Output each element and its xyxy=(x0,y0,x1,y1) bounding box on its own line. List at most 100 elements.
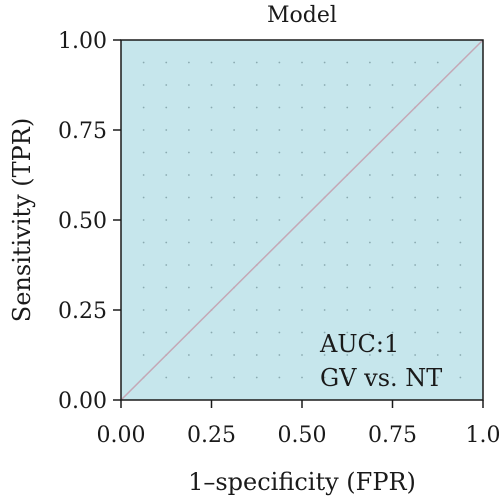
grid-dot xyxy=(142,354,145,356)
grid-dot xyxy=(233,309,236,311)
grid-dot xyxy=(301,129,303,131)
grid-dot xyxy=(255,219,258,221)
grid-dot xyxy=(368,129,371,131)
grid-dot xyxy=(368,84,371,86)
grid-dot xyxy=(414,61,417,64)
grid-dot xyxy=(414,309,417,311)
grid-dot xyxy=(142,129,145,131)
grid-dot xyxy=(278,331,281,334)
grid-dot xyxy=(278,129,281,131)
grid-dot xyxy=(142,241,145,244)
grid-dot xyxy=(255,106,258,109)
grid-dot xyxy=(142,84,145,86)
grid-dot xyxy=(301,106,303,109)
grid-dot xyxy=(391,151,394,154)
grid-dot xyxy=(459,309,462,311)
grid-dot xyxy=(368,196,371,199)
grid-dot xyxy=(233,241,236,244)
grid-dot xyxy=(346,196,349,199)
grid-dot xyxy=(459,219,462,221)
grid-dot xyxy=(301,84,303,86)
grid-dot xyxy=(165,219,168,221)
grid-dot xyxy=(255,174,258,176)
grid-dot xyxy=(233,129,236,131)
grid-dot xyxy=(414,129,417,131)
grid-dot xyxy=(323,354,326,356)
grid-dot xyxy=(323,241,326,244)
grid-dot xyxy=(255,309,258,311)
grid-dot xyxy=(391,286,394,289)
grid-dot xyxy=(187,196,190,199)
grid-dot xyxy=(301,61,303,64)
grid-dot xyxy=(459,241,462,244)
grid-dot xyxy=(346,309,349,311)
grid-dot xyxy=(210,241,213,244)
grid-dot xyxy=(436,286,439,289)
grid-dot xyxy=(187,151,190,154)
grid-dot xyxy=(368,106,371,109)
grid-dot xyxy=(233,174,236,176)
grid-dot xyxy=(414,354,417,356)
grid-dot xyxy=(301,331,303,334)
grid-dot xyxy=(301,151,303,154)
grid-dot xyxy=(323,219,326,221)
grid-dot xyxy=(278,376,281,379)
grid-dot xyxy=(187,309,190,311)
auc-annotation: AUC:1 xyxy=(319,330,399,358)
y-tick-label: 0.25 xyxy=(58,299,107,324)
grid-dot xyxy=(368,331,371,334)
grid-dot xyxy=(187,61,190,64)
grid-dot xyxy=(368,61,371,64)
grid-dot xyxy=(414,286,417,289)
grid-dot xyxy=(346,376,349,379)
grid-dot xyxy=(459,354,462,356)
grid-dot xyxy=(323,84,326,86)
grid-dot xyxy=(346,61,349,64)
grid-dot xyxy=(459,331,462,334)
grid-dot xyxy=(278,264,281,266)
comparison-annotation: GV vs. NT xyxy=(320,364,442,392)
grid-dot xyxy=(391,354,394,356)
grid-dot xyxy=(142,309,145,311)
grid-dot xyxy=(278,309,281,311)
grid-dot xyxy=(346,129,349,131)
grid-dot xyxy=(414,264,417,266)
grid-dot xyxy=(459,264,462,266)
grid-dot xyxy=(391,376,394,379)
grid-dot xyxy=(142,61,145,64)
grid-dot xyxy=(255,354,258,356)
grid-dot xyxy=(255,331,258,334)
grid-dot xyxy=(142,174,145,176)
grid-dot xyxy=(301,196,303,199)
grid-dot xyxy=(187,241,190,244)
grid-dot xyxy=(436,241,439,244)
grid-dot xyxy=(391,106,394,109)
grid-dot xyxy=(391,331,394,334)
grid-dot xyxy=(210,151,213,154)
grid-dot xyxy=(436,106,439,109)
grid-dot xyxy=(165,264,168,266)
grid-dot xyxy=(278,174,281,176)
grid-dot xyxy=(233,219,236,221)
grid-dot xyxy=(278,286,281,289)
grid-dot xyxy=(368,241,371,244)
grid-dot xyxy=(142,331,145,334)
grid-dot xyxy=(142,286,145,289)
grid-dot xyxy=(459,286,462,289)
axis-ticks: 0.00 0.25 0.50 0.75 1.0 0.00 0.25 0.50 0.75 1.00 xyxy=(58,29,499,448)
grid-dot xyxy=(165,84,168,86)
grid-dot xyxy=(210,219,213,221)
grid-dot xyxy=(436,174,439,176)
grid-dot xyxy=(323,151,326,154)
chart-title: Model xyxy=(267,3,337,28)
grid-dot xyxy=(187,106,190,109)
y-tick-label: 0.50 xyxy=(58,209,107,234)
grid-dot xyxy=(323,376,326,379)
grid-dot xyxy=(346,84,349,86)
grid-dot xyxy=(323,286,326,289)
grid-dot xyxy=(459,106,462,109)
grid-dot xyxy=(346,241,349,244)
grid-dot xyxy=(436,376,439,379)
grid-dot xyxy=(142,219,145,221)
